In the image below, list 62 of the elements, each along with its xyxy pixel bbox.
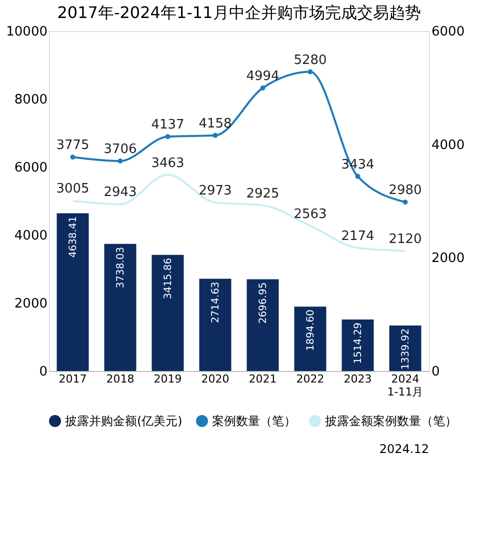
y2-tick-label: 2000 bbox=[432, 251, 465, 266]
point bbox=[355, 174, 360, 179]
legend-label: 案例数量（笔） bbox=[212, 414, 296, 428]
point bbox=[165, 134, 170, 140]
bar bbox=[199, 278, 232, 371]
y2-tick-label: 0 bbox=[432, 364, 440, 380]
data-label: 4638.41 bbox=[68, 216, 79, 258]
bar bbox=[294, 306, 326, 371]
data-label: 3738.03 bbox=[115, 246, 126, 288]
data-label: 1894.60 bbox=[305, 310, 316, 351]
data-label: 2174 bbox=[341, 228, 374, 244]
data-label: 2973 bbox=[198, 184, 232, 199]
data-label: 3706 bbox=[104, 142, 137, 157]
x-tick-label: 2017 bbox=[58, 372, 87, 386]
x-tick-label: 2024 1-11月 bbox=[387, 372, 424, 398]
data-label: 4158 bbox=[198, 116, 232, 132]
legend-label: 披露金额案例数量（笔） bbox=[325, 414, 457, 428]
data-label: 2120 bbox=[388, 232, 422, 247]
bar bbox=[104, 244, 136, 371]
x-tick-label: 2019 bbox=[154, 372, 182, 386]
y-tick-label: 8000 bbox=[14, 92, 48, 108]
point bbox=[118, 158, 123, 164]
chart-title: 2017年-2024年1-11月中企并购市场完成交易趋势 bbox=[57, 3, 421, 22]
data-label: 2925 bbox=[246, 186, 280, 202]
data-label: 2563 bbox=[294, 206, 327, 222]
y-tick-label: 6000 bbox=[14, 160, 48, 176]
data-label: 1514.29 bbox=[352, 322, 364, 364]
data-label: 2696.95 bbox=[258, 282, 269, 324]
data-label: 2943 bbox=[104, 185, 137, 200]
data-label: 3775 bbox=[56, 138, 90, 154]
point bbox=[70, 154, 76, 160]
y-tick-label: 2000 bbox=[14, 296, 48, 312]
bar bbox=[152, 254, 184, 371]
data-label: 5280 bbox=[294, 52, 327, 68]
legend-label: 披露并购金额(亿美元) bbox=[65, 414, 182, 428]
bar bbox=[246, 279, 279, 371]
point bbox=[212, 132, 218, 138]
x-tick-label: 2020 bbox=[201, 372, 230, 386]
y-tick-label: 4000 bbox=[14, 228, 48, 244]
bar bbox=[389, 325, 422, 371]
x-tick-label: 2021 bbox=[248, 372, 277, 386]
y2-tick-label: 4000 bbox=[432, 138, 465, 153]
y-tick-label: 10000 bbox=[6, 24, 48, 40]
point bbox=[260, 86, 266, 90]
data-label: 3415.86 bbox=[162, 258, 174, 300]
x-tick-label: 2022 bbox=[296, 372, 324, 386]
x-tick-label: 2023 bbox=[344, 372, 372, 386]
bar bbox=[342, 320, 374, 371]
point bbox=[402, 200, 408, 205]
bar bbox=[56, 213, 89, 371]
y-tick-label: 0 bbox=[39, 364, 48, 380]
x-tick-label: 2018 bbox=[106, 372, 134, 386]
data-label: 1339.92 bbox=[400, 328, 412, 370]
data-label: 3005 bbox=[56, 182, 90, 197]
text: 2024.12 bbox=[379, 442, 429, 456]
data-label: 2980 bbox=[388, 183, 422, 198]
data-label: 4137 bbox=[151, 118, 184, 133]
y2-tick-label: 6000 bbox=[432, 24, 465, 40]
point bbox=[308, 69, 313, 74]
data-label: 3463 bbox=[151, 156, 184, 171]
data-label: 4994 bbox=[246, 69, 280, 84]
data-label: 2714.63 bbox=[210, 282, 222, 324]
